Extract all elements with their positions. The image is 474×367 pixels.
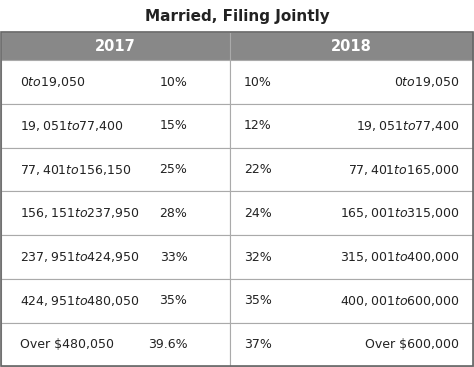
Text: 24%: 24% [244, 207, 272, 220]
Text: 33%: 33% [160, 251, 187, 264]
Text: 2018: 2018 [331, 39, 372, 54]
Bar [230, 323, 474, 366]
Text: 28%: 28% [159, 207, 187, 220]
Text: $424,951 to $480,050: $424,951 to $480,050 [19, 294, 139, 308]
Text: Married, Filing Jointly: Married, Filing Jointly [145, 9, 329, 24]
Text: 25%: 25% [159, 163, 187, 176]
Bar [0, 32, 230, 60]
Text: $19,051 to $77,400: $19,051 to $77,400 [356, 119, 459, 133]
Bar [0, 104, 230, 148]
Text: $0 to $19,050: $0 to $19,050 [19, 75, 85, 89]
Bar [0, 279, 230, 323]
Text: $400,001 to $600,000: $400,001 to $600,000 [339, 294, 459, 308]
Text: 10%: 10% [159, 76, 187, 89]
Bar [230, 192, 474, 235]
Text: $315,001 to $400,000: $315,001 to $400,000 [339, 250, 459, 264]
Text: Over $600,000: Over $600,000 [365, 338, 459, 351]
Text: 2017: 2017 [95, 39, 136, 54]
Bar [230, 148, 474, 192]
Bar [230, 279, 474, 323]
Bar [230, 104, 474, 148]
Bar [0, 323, 230, 366]
Bar [230, 32, 474, 60]
Bar [0, 192, 230, 235]
Text: $19,051 to $77,400: $19,051 to $77,400 [19, 119, 123, 133]
Text: $77,401 to $165,000: $77,401 to $165,000 [348, 163, 459, 177]
Text: 22%: 22% [244, 163, 272, 176]
Text: 10%: 10% [244, 76, 272, 89]
Bar [0, 60, 230, 104]
Text: 35%: 35% [159, 294, 187, 307]
Text: $0 to $19,050: $0 to $19,050 [394, 75, 459, 89]
Text: 15%: 15% [159, 119, 187, 132]
Text: $165,001 to $315,000: $165,001 to $315,000 [339, 206, 459, 220]
Text: 39.6%: 39.6% [148, 338, 187, 351]
Text: 12%: 12% [244, 119, 272, 132]
Text: 35%: 35% [244, 294, 272, 307]
Text: $237,951 to $424,950: $237,951 to $424,950 [19, 250, 139, 264]
Text: Over $480,050: Over $480,050 [19, 338, 114, 351]
Bar [0, 235, 230, 279]
Text: 37%: 37% [244, 338, 272, 351]
Text: $77,401 to $156,150: $77,401 to $156,150 [19, 163, 131, 177]
Bar [230, 235, 474, 279]
Text: $156,151 to $237,950: $156,151 to $237,950 [19, 206, 139, 220]
Text: 32%: 32% [244, 251, 272, 264]
Bar [0, 148, 230, 192]
Bar [230, 60, 474, 104]
